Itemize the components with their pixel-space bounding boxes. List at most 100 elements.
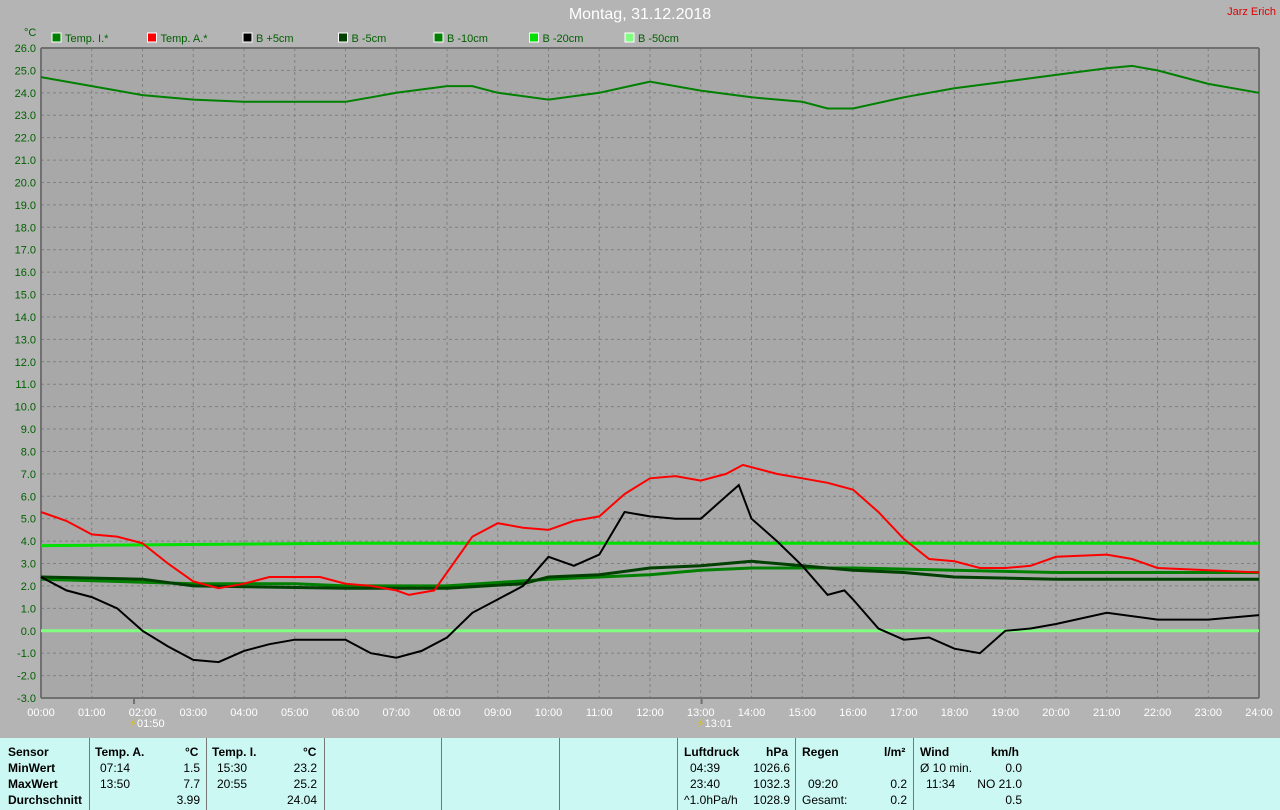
temp-i-min: 23.2 bbox=[293, 761, 317, 775]
wind-avg: 0.0 bbox=[1005, 761, 1022, 775]
y-tick-label: 14.0 bbox=[15, 312, 36, 324]
y-tick-label: 22.0 bbox=[15, 133, 36, 145]
series-line-b-10cm bbox=[40, 566, 1259, 588]
y-axis-unit: °C bbox=[24, 27, 36, 39]
divider bbox=[795, 738, 796, 810]
event-time-label: 13:01 bbox=[705, 718, 733, 730]
statistics-table: Sensor MinWert MaxWert Durchschnitt Temp… bbox=[0, 738, 1280, 810]
pressure-unit: hPa bbox=[766, 745, 789, 759]
pressure-header: Luftdruck bbox=[684, 745, 740, 759]
temp-a-max: 7.7 bbox=[183, 777, 200, 791]
temp-i-unit: °C bbox=[303, 745, 317, 759]
legend-label: Temp. I.* bbox=[65, 33, 109, 45]
wind-avg-label: Ø 10 min. bbox=[920, 761, 973, 775]
legend-swatch bbox=[433, 32, 444, 43]
row-label-avg: Durchschnitt bbox=[8, 793, 83, 807]
series-line-b-20cm bbox=[40, 541, 1259, 548]
x-tick-label: 23:00 bbox=[1194, 707, 1222, 719]
y-tick-label: 25.0 bbox=[15, 65, 36, 77]
divider bbox=[324, 738, 325, 810]
y-tick-label: 6.0 bbox=[21, 491, 36, 503]
x-tick-label: 09:00 bbox=[484, 707, 512, 719]
temp-i-min-time: 15:30 bbox=[217, 761, 248, 775]
y-tick-label: 4.0 bbox=[21, 536, 36, 548]
wind-unit: km/h bbox=[991, 745, 1020, 759]
chart-title: Montag, 31.12.2018 bbox=[568, 6, 712, 23]
temp-i-avg: 24.04 bbox=[286, 793, 317, 807]
x-tick-label: 16:00 bbox=[839, 707, 867, 719]
x-tick-label: 24:00 bbox=[1245, 707, 1273, 719]
temp-a-min-time: 07:14 bbox=[100, 761, 131, 775]
legend-swatch bbox=[51, 32, 62, 43]
series-line-temp-i- bbox=[40, 64, 1260, 110]
legend-label: B -50cm bbox=[638, 33, 679, 45]
x-tick-label: 02:00 bbox=[129, 707, 157, 719]
x-tick-label: 03:00 bbox=[179, 707, 207, 719]
y-tick-label: 12.0 bbox=[15, 357, 36, 369]
x-tick-label: 00:00 bbox=[27, 707, 55, 719]
rain-total-label: Gesamt: bbox=[802, 793, 848, 807]
x-tick-label: 18:00 bbox=[941, 707, 969, 719]
y-tick-label: 10.0 bbox=[15, 402, 36, 414]
y-tick-label: 8.0 bbox=[21, 446, 36, 458]
temperature-chart: 26.0 25.0 24.0 23.0 22.0 21.0 20.0 19.0 18.0 17.0… bbox=[15, 27, 1273, 730]
wind-max-time: 11:34 bbox=[926, 777, 956, 791]
x-tick-label: 13:00 bbox=[687, 707, 715, 719]
legend-label: B -5cm bbox=[352, 33, 387, 45]
author-label: Jarz Erich bbox=[1227, 6, 1276, 18]
temp-a-header: Temp. A. bbox=[95, 745, 145, 759]
legend-swatch bbox=[242, 32, 253, 43]
x-tick-label: 12:00 bbox=[636, 707, 664, 719]
legend-label: Temp. A.* bbox=[161, 33, 209, 45]
x-tick-label: 20:00 bbox=[1042, 707, 1070, 719]
row-label-max: MaxWert bbox=[8, 777, 58, 791]
y-tick-label: 5.0 bbox=[21, 514, 36, 526]
x-tick-label: 11:00 bbox=[586, 707, 613, 719]
rain-max: 0.2 bbox=[890, 777, 907, 791]
y-tick-label: 0.0 bbox=[21, 626, 36, 638]
temp-i-max: 25.2 bbox=[293, 777, 317, 791]
divider bbox=[441, 738, 442, 810]
x-tick-label: 19:00 bbox=[991, 707, 1019, 719]
x-tick-label: 17:00 bbox=[890, 707, 918, 719]
row-label-sensor: Sensor bbox=[8, 745, 49, 759]
y-tick-label: 9.0 bbox=[21, 424, 36, 436]
y-tick-label: 3.0 bbox=[21, 559, 36, 571]
x-tick-label: 14:00 bbox=[738, 707, 766, 719]
wind-header: Wind bbox=[920, 745, 950, 759]
legend-label: B +5cm bbox=[256, 33, 294, 45]
temp-a-max-time: 13:50 bbox=[100, 777, 131, 791]
pressure-min: 1026.6 bbox=[753, 761, 790, 775]
x-tick-label: 10:00 bbox=[535, 707, 563, 719]
y-tick-label: 2.0 bbox=[21, 581, 36, 593]
y-tick-label: 17.0 bbox=[15, 245, 36, 257]
divider bbox=[206, 738, 207, 810]
y-tick-label: 18.0 bbox=[15, 222, 36, 234]
legend-swatch bbox=[338, 32, 348, 43]
pressure-max-time: 23:40 bbox=[690, 777, 721, 791]
x-tick-label: 01:00 bbox=[78, 707, 106, 719]
pressure-min-time: 04:39 bbox=[690, 761, 721, 775]
x-tick-label: 08:00 bbox=[433, 707, 461, 719]
y-tick-label: -3.0 bbox=[17, 693, 36, 705]
y-tick-label: 16.0 bbox=[15, 267, 36, 279]
rain-total: 0.2 bbox=[890, 793, 907, 807]
y-tick-label: 7.0 bbox=[21, 469, 36, 481]
y-tick-label: 26.0 bbox=[15, 43, 36, 55]
series-line-b-5cm bbox=[40, 559, 1259, 590]
wind-max: NO 21.0 bbox=[977, 777, 1022, 791]
y-tick-label: -2.0 bbox=[17, 671, 36, 683]
y-tick-label: 24.0 bbox=[15, 88, 36, 100]
y-tick-label: 21.0 bbox=[15, 155, 36, 167]
moon-event-icon: ⚡ bbox=[129, 717, 137, 730]
wind-mean: 0.5 bbox=[1005, 793, 1022, 807]
x-tick-label: 06:00 bbox=[332, 707, 360, 719]
pressure-avg: 1028.9 bbox=[753, 793, 790, 807]
y-tick-label: 1.0 bbox=[21, 603, 36, 615]
y-tick-label: -1.0 bbox=[17, 648, 36, 660]
pressure-trend: ^1.0hPa/h bbox=[684, 793, 738, 807]
y-tick-label: 11.0 bbox=[15, 379, 36, 391]
divider bbox=[913, 738, 914, 810]
legend-label: B -20cm bbox=[543, 33, 584, 45]
series-line-temp-a- bbox=[40, 463, 1260, 596]
